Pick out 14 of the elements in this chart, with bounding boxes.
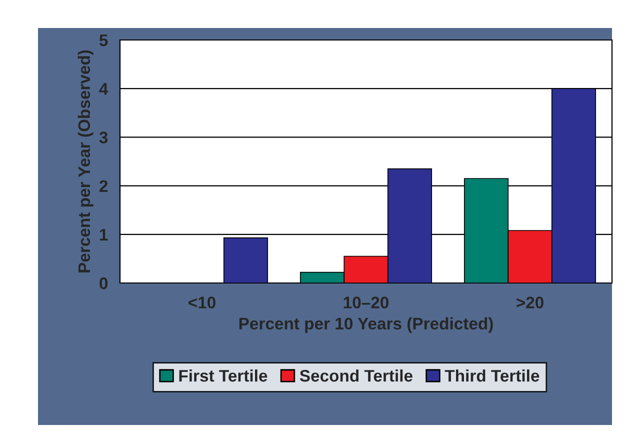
x-tick-label: <10 <box>188 296 216 308</box>
legend-label: Second Tertile <box>300 369 412 382</box>
legend-label: First Tertile <box>179 369 268 382</box>
y-tick-label: 5 <box>99 34 108 46</box>
legend-label: Third Tertile <box>444 369 540 382</box>
y-tick-label: 3 <box>99 132 108 144</box>
y-tick-label: 0 <box>100 277 108 290</box>
y-tick-label: 2 <box>100 180 108 192</box>
y-tick-label: 1 <box>100 228 108 240</box>
x-tick-label: 10–20 <box>344 296 388 308</box>
y-tick-label: 4 <box>99 83 108 95</box>
y-axis-title: Percent per Year (Observed) <box>78 50 94 272</box>
x-tick-label: >20 <box>516 296 544 308</box>
x-axis-title: Percent per 10 Years (Predicted) <box>239 317 493 333</box>
